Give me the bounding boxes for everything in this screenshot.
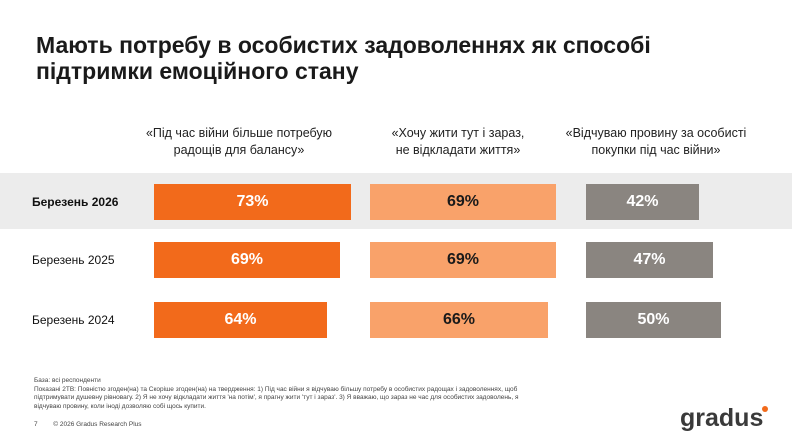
- bar-col3-row2: 47%: [586, 242, 713, 278]
- title-line-2: підтримки емоційного стану: [36, 58, 359, 84]
- bar-value-label: 47%: [633, 251, 666, 268]
- bar-value-label: 42%: [626, 193, 659, 210]
- bar-value-label: 66%: [442, 311, 476, 328]
- footnote-text-1: Показані 2ТВ: Повністю згоден(на) та Ско…: [34, 385, 518, 393]
- bar-col2-row1: 69%: [370, 184, 556, 220]
- column-header-line: «Під час війни більше потребую: [145, 126, 333, 140]
- bar-col1-row2: 69%: [154, 242, 340, 278]
- column-header-line: радощів для балансу»: [173, 143, 305, 157]
- footnote-text-3: відчуваю провину, коли іноді дозволяю со…: [34, 402, 206, 410]
- bar-value-label: 69%: [230, 251, 264, 268]
- row-label-1: Березень 2026: [32, 195, 119, 209]
- row-label-2: Березень 2025: [32, 253, 115, 267]
- bar-value-label: 50%: [637, 311, 670, 328]
- bar-col1-row1: 73%: [154, 184, 351, 220]
- column-header-line: покупки під час війни»: [591, 143, 721, 157]
- page-title: Мають потребу в особистих задоволеннях я…: [36, 32, 736, 84]
- copyright: © 2026 Gradus Research Plus: [53, 421, 142, 428]
- row-label-3: Березень 2024: [32, 313, 115, 327]
- page-number: 7: [34, 421, 38, 428]
- gradus-logo: gradus: [680, 404, 764, 432]
- column-header-3: «Відчуваю провину за особисті покупки під…: [541, 125, 771, 159]
- column-header-line: не відкладати життя»: [395, 143, 521, 157]
- footnote-text-2: підтримувати душевну рівновагу. 2) Я не …: [34, 394, 519, 401]
- column-header-2: «Хочу жити тут і зараз, не відкладати жит…: [343, 125, 573, 159]
- bar-col2-row3: 66%: [370, 302, 548, 338]
- column-header-line: «Хочу жити тут і зараз,: [391, 126, 525, 140]
- bar-value-label: 64%: [224, 311, 257, 328]
- logo-dot-icon: [762, 406, 768, 412]
- bar-col3-row3: 50%: [586, 302, 721, 338]
- page-footer: 7 © 2026 Gradus Research Plus: [34, 421, 234, 430]
- bar-value-label: 69%: [446, 251, 480, 268]
- column-header-1: «Під час війни більше потребую радощів дл…: [124, 125, 354, 159]
- title-line-1: Мають потребу в особистих задоволеннях я…: [36, 32, 651, 58]
- bar-value-label: 69%: [446, 193, 480, 210]
- bar-value-label: 73%: [236, 193, 269, 210]
- column-header-line: «Відчуваю провину за особисті: [565, 126, 747, 140]
- bar-col3-row1: 42%: [586, 184, 699, 220]
- bar-col2-row2: 69%: [370, 242, 556, 278]
- footnote-base: База: всі респонденти: [34, 377, 101, 384]
- bar-col1-row3: 64%: [154, 302, 327, 338]
- footnote: База: всі респонденти Показані 2ТВ: Повн…: [34, 377, 554, 411]
